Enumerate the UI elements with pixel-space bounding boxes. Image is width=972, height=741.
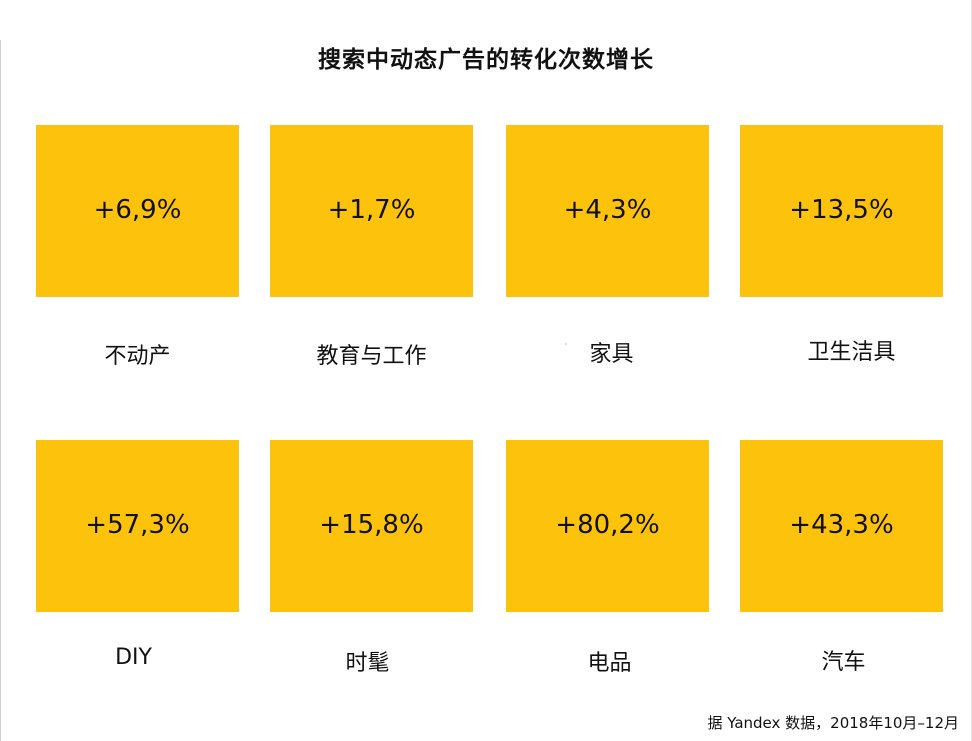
tile-label: 时髦: [345, 651, 390, 676]
tile-label: 教育与工作: [316, 344, 427, 369]
tile-value: +57,3%: [85, 510, 190, 540]
tile-value: +4,3%: [563, 195, 652, 225]
tile-electronics: +80,2%: [506, 440, 709, 612]
tile-value: +13,5%: [789, 195, 894, 225]
tile-label: 汽车: [821, 650, 866, 675]
tile-value: +1,7%: [327, 195, 416, 225]
tile-diy: +57,3%: [36, 440, 239, 612]
page-title: 搜索中动态广告的转化次数增长: [318, 47, 654, 73]
tile-sanitary-ware: +13,5%: [740, 125, 943, 297]
tile-value: +15,8%: [319, 510, 424, 540]
tile-label: 卫生洁具: [807, 340, 896, 365]
tile-real-estate: +6,9%: [36, 125, 239, 297]
tile-label: DIY: [115, 645, 152, 670]
tile-label: 家具: [589, 342, 634, 367]
tile-education-work: +1,7%: [270, 125, 473, 297]
tile-label: 不动产: [104, 344, 171, 369]
tile-value: +6,9%: [93, 195, 182, 225]
tile-furniture: +4,3%: [506, 125, 709, 297]
source-note: 据 Yandex 数据，2018年10月–12月: [707, 714, 959, 732]
left-border-line: [0, 40, 1, 741]
tile-automotive: +43,3%: [740, 440, 943, 612]
tile-value: +43,3%: [789, 510, 894, 540]
tile-value: +80,2%: [555, 510, 660, 540]
tile-label: 电品: [587, 651, 632, 676]
stray-dot: [565, 343, 567, 345]
tile-fashion: +15,8%: [270, 440, 473, 612]
